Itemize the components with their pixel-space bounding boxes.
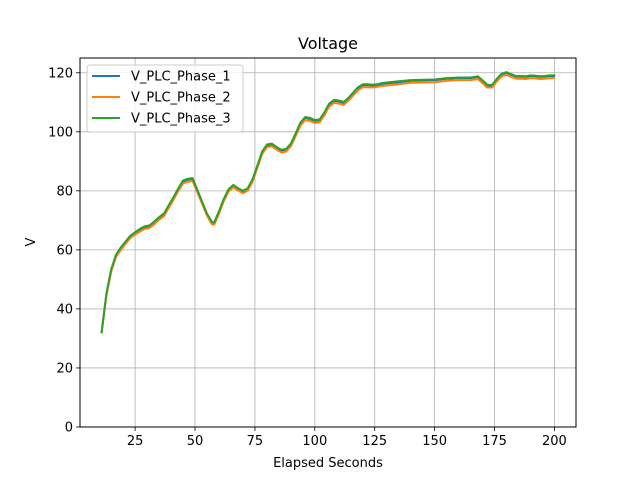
series-line-2 bbox=[100, 73, 556, 334]
plot-frame bbox=[79, 57, 577, 428]
legend-label-3: V_PLC_Phase_3 bbox=[131, 112, 231, 127]
y-tick-label: 60 bbox=[56, 243, 73, 258]
legend-box bbox=[86, 64, 244, 133]
y-axis-label: V bbox=[24, 237, 39, 246]
x-tick-label: 25 bbox=[127, 434, 144, 449]
chart-title: Voltage bbox=[298, 34, 358, 53]
x-tick-label: 150 bbox=[422, 434, 447, 449]
legend-label-2: V_PLC_Phase_2 bbox=[131, 91, 231, 106]
y-tick-label: 120 bbox=[48, 66, 73, 81]
legend-label-1: V_PLC_Phase_1 bbox=[131, 70, 231, 85]
x-tick-label: 175 bbox=[482, 434, 507, 449]
y-tick-label: 0 bbox=[65, 421, 73, 436]
y-tick-label: 80 bbox=[56, 184, 73, 199]
series-lines bbox=[100, 71, 556, 334]
x-axis-label: Elapsed Seconds bbox=[273, 456, 383, 471]
series-line-3 bbox=[100, 71, 556, 334]
legend: V_PLC_Phase_1 V_PLC_Phase_2 V_PLC_Phase_3 bbox=[86, 64, 244, 133]
x-tick-label: 50 bbox=[187, 434, 204, 449]
y-tick-label: 100 bbox=[48, 125, 73, 140]
x-tick-label: 200 bbox=[542, 434, 567, 449]
y-axis-ticks: 0 20 40 60 80 100 120 bbox=[48, 66, 80, 436]
y-tick-label: 40 bbox=[56, 302, 73, 317]
x-axis-ticks: 25 50 75 100 125 150 175 200 bbox=[127, 427, 567, 449]
x-tick-label: 125 bbox=[362, 434, 387, 449]
x-tick-label: 75 bbox=[247, 434, 264, 449]
y-tick-label: 20 bbox=[56, 361, 73, 376]
x-tick-label: 100 bbox=[302, 434, 327, 449]
